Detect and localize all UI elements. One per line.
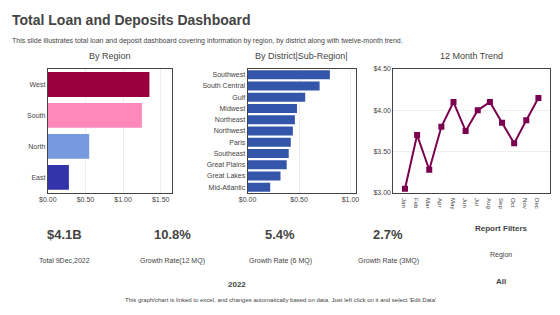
svg-text:This slide illustrates total l: This slide illustrates total loan and de… <box>12 37 403 45</box>
svg-text:Growth Rate(12 MQ): Growth Rate(12 MQ) <box>140 257 205 265</box>
svg-text:5.4%: 5.4% <box>265 227 295 242</box>
svg-text:Great Plains: Great Plains <box>207 161 246 168</box>
svg-text:$0.00: $0.00 <box>39 196 57 203</box>
svg-text:$4.50: $4.50 <box>373 65 391 72</box>
svg-text:South Central: South Central <box>202 82 245 89</box>
svg-text:Great Lakes: Great Lakes <box>207 172 246 179</box>
svg-text:South: South <box>27 112 45 119</box>
svg-text:Sep: Sep <box>498 198 504 209</box>
svg-text:Southeast: Southeast <box>214 150 246 157</box>
svg-text:Total 9Dec,2022: Total 9Dec,2022 <box>39 257 90 264</box>
svg-text:Region: Region <box>490 251 512 259</box>
svg-text:$1.00: $1.00 <box>114 196 132 203</box>
svg-text:Jun: Jun <box>462 198 468 208</box>
svg-text:Nov: Nov <box>522 198 528 209</box>
svg-text:2.7%: 2.7% <box>373 227 403 242</box>
svg-text:This graph/chart is linked to: This graph/chart is linked to excel, and… <box>125 297 436 303</box>
svg-text:$4.1B: $4.1B <box>47 227 82 242</box>
svg-text:Apr: Apr <box>437 198 443 207</box>
svg-text:Gulf: Gulf <box>232 94 245 101</box>
svg-text:West: West <box>30 81 46 88</box>
svg-text:Jul: Jul <box>474 198 480 206</box>
svg-text:Mid-Atlantic: Mid-Atlantic <box>209 184 246 191</box>
svg-text:$0.50: $0.50 <box>77 196 95 203</box>
svg-text:Southwest: Southwest <box>213 71 246 78</box>
svg-text:Feb: Feb <box>413 198 419 209</box>
svg-text:All: All <box>496 277 506 286</box>
svg-text:By Region: By Region <box>89 51 131 61</box>
svg-text:$4.00: $4.00 <box>373 107 391 114</box>
svg-text:East: East <box>31 174 45 181</box>
svg-text:$0.50: $0.50 <box>290 196 308 203</box>
svg-text:2022: 2022 <box>228 280 246 289</box>
svg-text:By District|Sub-Region|: By District|Sub-Region| <box>255 51 348 61</box>
svg-text:Growth Rate (6 MQ): Growth Rate (6 MQ) <box>249 257 312 265</box>
svg-text:$3.00: $3.00 <box>373 189 391 196</box>
svg-text:Mar: Mar <box>425 198 431 208</box>
svg-text:May: May <box>450 198 456 209</box>
svg-text:10.8%: 10.8% <box>154 227 191 242</box>
svg-text:Total Loan and Deposits Dashbo: Total Loan and Deposits Dashboard <box>12 12 251 28</box>
svg-text:$1.00: $1.00 <box>342 196 360 203</box>
svg-text:Midwest: Midwest <box>220 105 246 112</box>
svg-text:$3.50: $3.50 <box>373 148 391 155</box>
svg-text:Report Filters: Report Filters <box>475 224 528 233</box>
svg-text:$1.50: $1.50 <box>152 196 170 203</box>
svg-text:Northeast: Northeast <box>215 116 245 123</box>
svg-text:Oct: Oct <box>510 198 516 208</box>
svg-text:Dec: Dec <box>534 198 540 209</box>
svg-text:North: North <box>28 143 45 150</box>
svg-text:Paris: Paris <box>229 139 245 146</box>
svg-text:Northwest: Northwest <box>214 127 246 134</box>
svg-text:Growth Rate (3MQ): Growth Rate (3MQ) <box>358 257 419 265</box>
svg-text:Aug: Aug <box>486 198 492 209</box>
svg-text:$0.00: $0.00 <box>239 196 257 203</box>
svg-text:12 Month Trend: 12 Month Trend <box>440 51 503 61</box>
svg-text:Jan: Jan <box>401 198 407 208</box>
